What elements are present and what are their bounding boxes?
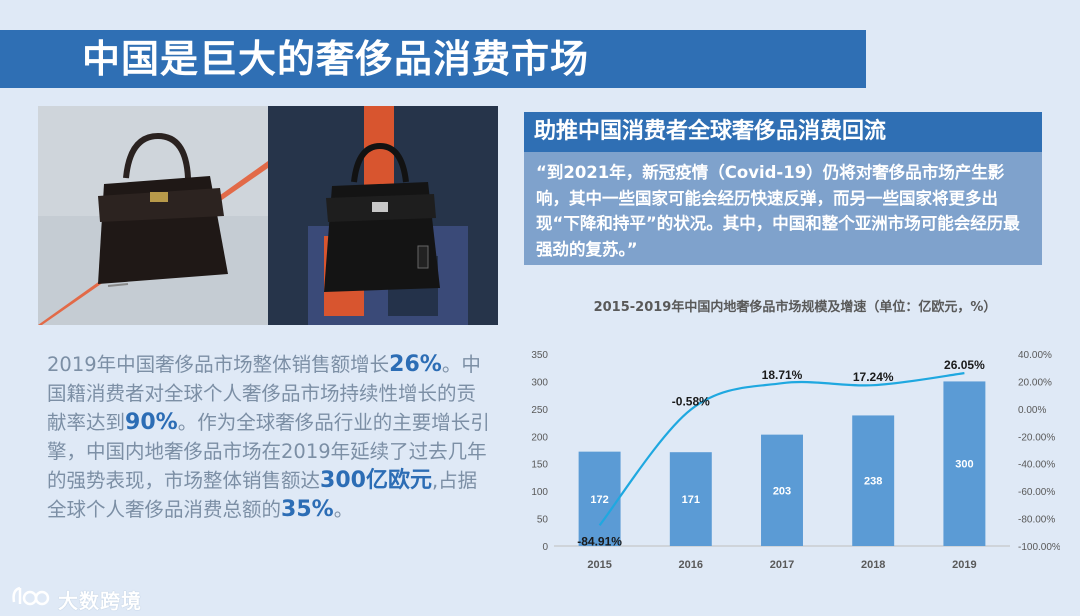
y2-tick-label: -80.00% [1018,515,1055,526]
handbag-photo-light [38,106,268,325]
growth-line [598,372,965,526]
bar [578,451,621,546]
lead-text-2: 。中国籍消费者对全球个人奢侈品市场持续性增长的贡献率达到 [47,353,481,434]
chart-title: 2015-2019年中国内地奢侈品市场规模及增速（单位：亿欧元，%） [593,300,997,315]
x-tick-label: 2018 [861,559,885,571]
brand-logo-icon [12,586,50,606]
y2-tick-label: 20.00% [1018,377,1052,388]
lead-highlight-contribution: 90% [125,410,178,435]
line-value-label: 17.24% [853,370,894,384]
page-title: 中国是巨大的奢侈品消费市场 [82,37,590,81]
y2-tick-label: -60.00% [1018,487,1055,498]
y2-tick-label: 0.00% [1018,405,1046,416]
lead-highlight-sales: 300亿欧元 [320,468,432,493]
y-tick-label: 300 [531,377,548,388]
brand-name: 大数跨境 [58,589,142,613]
quote-text: “到2021年，新冠疫情（Covid-19）仍将对奢侈品市场产生影响，其中一些国… [536,163,1020,259]
line-value-label: -0.58% [672,395,710,409]
y-tick-label: 50 [537,515,549,526]
y2-tick-label: -20.00% [1018,432,1055,443]
x-tick-label: 2017 [770,559,794,571]
lead-text-5: 。 [333,498,354,521]
line-value-label: -84.91% [577,534,622,548]
lead-highlight-growth: 26% [389,352,442,377]
y2-tick-label: -40.00% [1018,460,1055,471]
lead-text-4: ,占据全球个人奢侈品消费总额的 [47,469,478,521]
subtitle-bar: 助推中国消费者全球奢侈品消费回流 [524,112,1042,152]
bar [669,452,712,546]
bar-value-label: 172 [590,494,608,506]
quote-box: “到2021年，新冠疫情（Covid-19）仍将对奢侈品市场产生影响，其中一些国… [524,152,1042,265]
lead-highlight-share: 35% [281,497,334,522]
line-value-label: 26.05% [944,358,985,372]
bar-value-label: 238 [864,476,882,488]
section-subtitle: 助推中国消费者全球奢侈品消费回流 [534,119,887,144]
lead-text-1: 2019年中国奢侈品市场整体销售额增长 [47,353,390,376]
title-bar: 中国是巨大的奢侈品消费市场 [0,30,866,88]
lead-paragraph: 2019年中国奢侈品市场整体销售额增长26%。中国籍消费者对全球个人奢侈品市场持… [47,350,492,524]
y-tick-label: 200 [531,432,548,443]
lead-text-3: 。作为全球奢侈品行业的主要增长引擎，中国内地奢侈品市场在2019年延续了过去几年… [47,411,490,492]
y2-tick-label: 40.00% [1018,350,1052,361]
y-tick-label: 100 [531,487,548,498]
x-tick-label: 2019 [952,559,976,571]
y-tick-label: 0 [542,542,548,553]
x-tick-label: 2016 [679,559,703,571]
y-tick-label: 250 [531,405,548,416]
y2-tick-label: -100.00% [1018,542,1060,553]
y-tick-label: 150 [531,460,548,471]
brand-watermark: 大数跨境 [10,582,141,613]
bar-value-label: 203 [773,485,791,497]
market-size-chart: 0 50 100 150 200 250 300 350 -100.00% -80.00% -60.… [531,350,1060,571]
x-tick-label: 2015 [587,559,611,571]
handbag-photo-dark [268,106,498,325]
bar [943,381,986,546]
bar-value-label: 171 [682,494,700,506]
line-value-label: 18.71% [762,368,803,382]
bar [761,434,803,546]
bar [852,415,895,546]
bar-value-label: 300 [955,459,973,471]
y-tick-label: 350 [531,350,548,361]
